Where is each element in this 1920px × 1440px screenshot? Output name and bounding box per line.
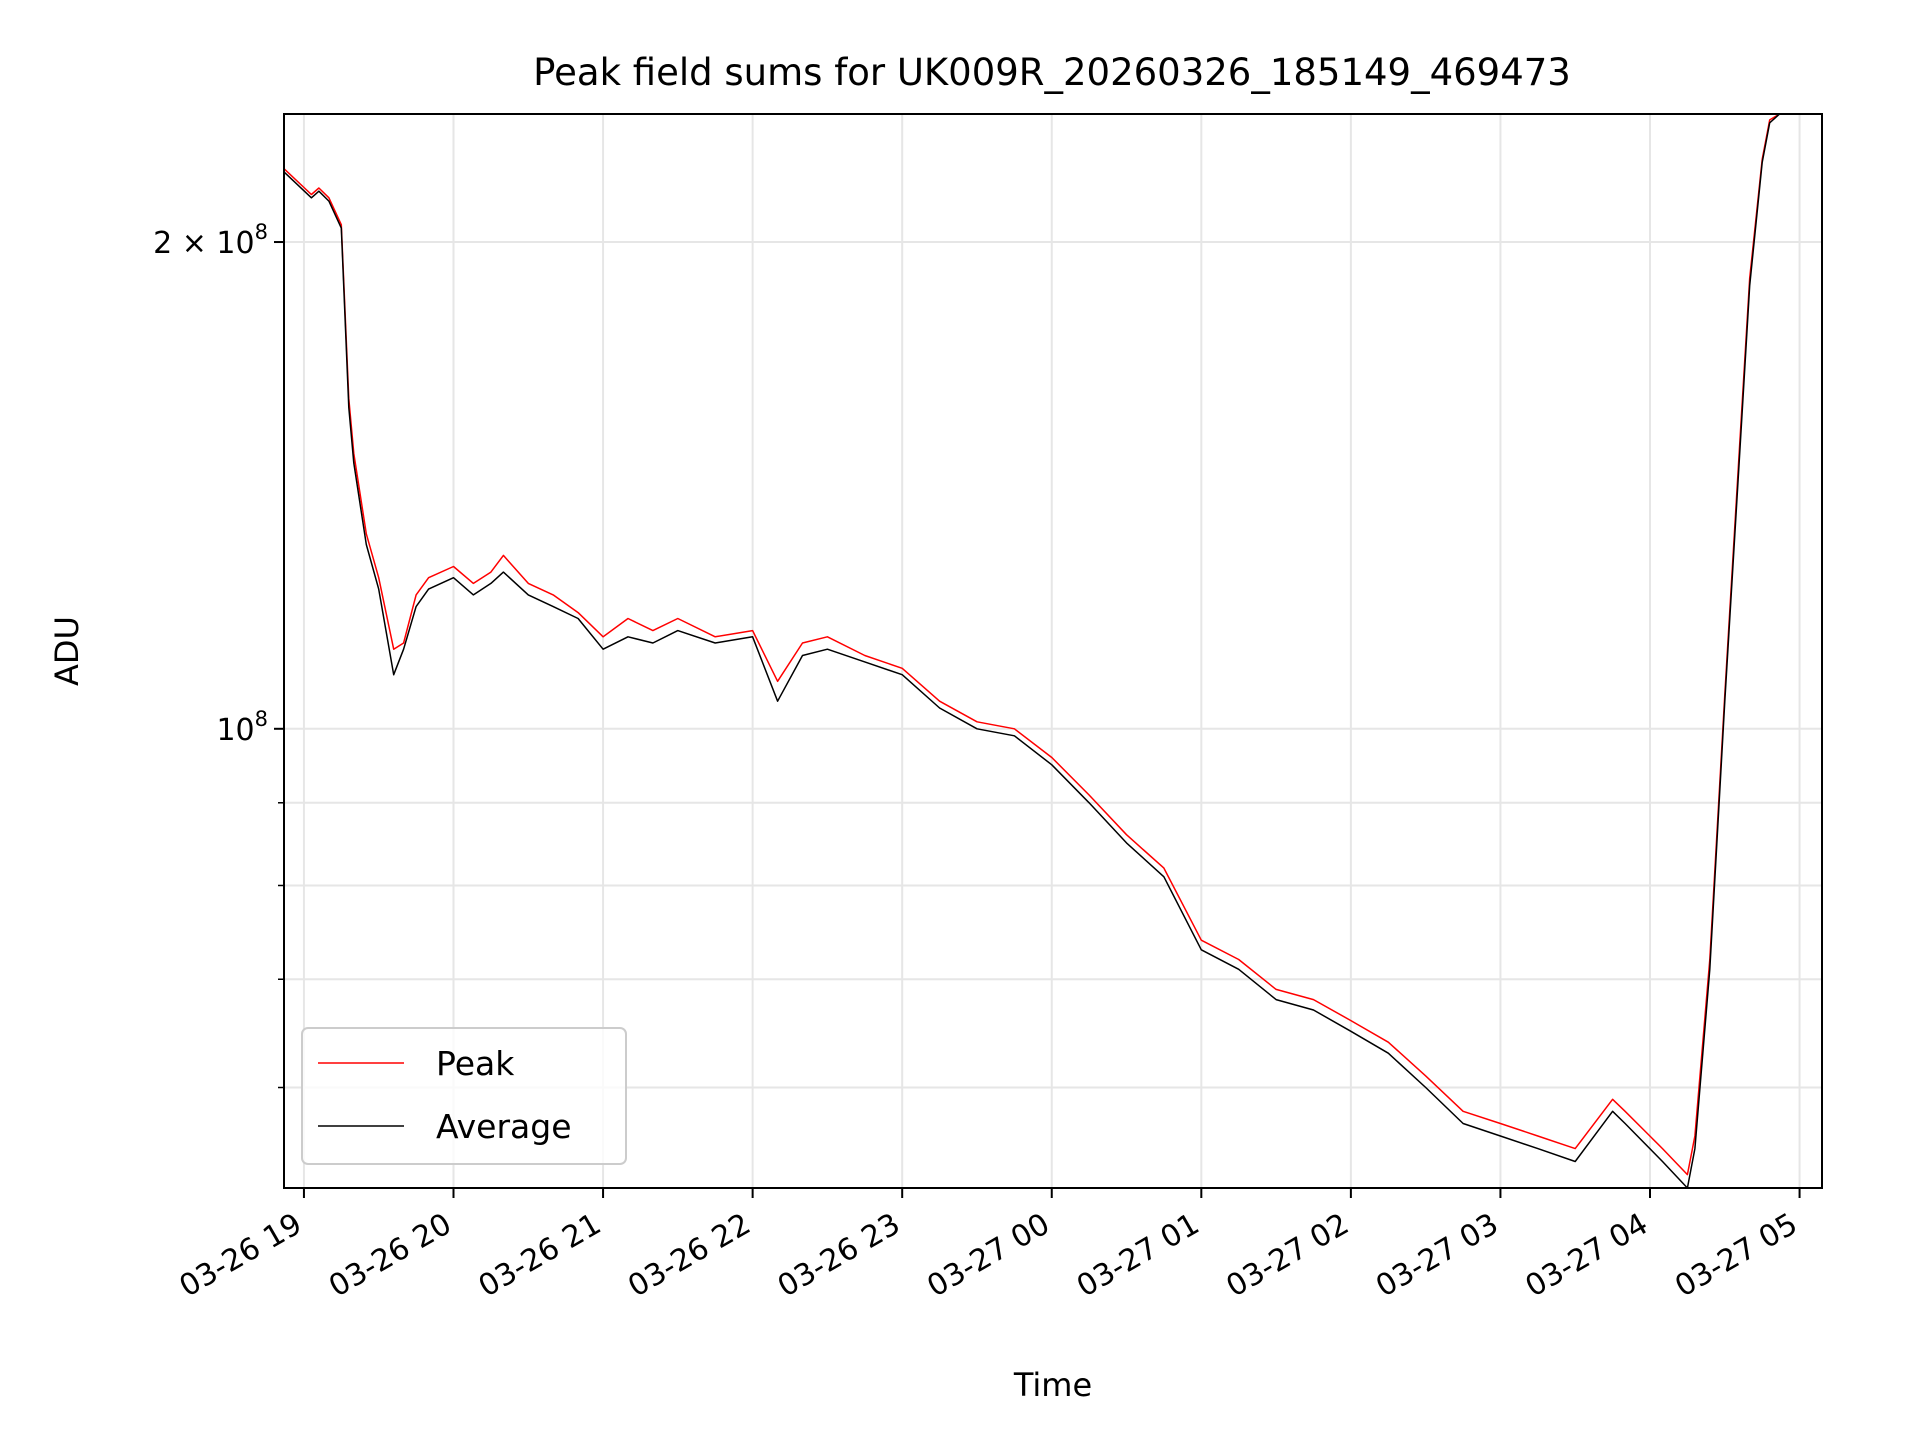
legend-box <box>301 1027 627 1165</box>
legend-peak-label: Peak <box>436 1044 515 1083</box>
x-tick-label: 03-26 19 <box>174 1207 308 1305</box>
y-tick-label-base: 2 × 10 <box>153 226 254 261</box>
x-tick-label: 03-26 21 <box>473 1207 607 1305</box>
y-axis-label: ADU <box>48 616 86 686</box>
x-tick-label: 03-27 05 <box>1669 1207 1803 1305</box>
x-axis: 03-26 19 03-26 20 03-26 21 03-26 22 03-26 23… <box>174 1188 1804 1304</box>
y-tick-label-exponent: 8 <box>255 220 268 244</box>
x-tick-label: 03-27 00 <box>921 1207 1055 1305</box>
y-tick-label-exponent: 8 <box>255 707 268 731</box>
series-line-average <box>283 113 1788 1189</box>
x-tick-label: 03-27 04 <box>1520 1207 1654 1305</box>
x-tick-label: 03-26 22 <box>622 1207 756 1305</box>
series-line-peak <box>283 113 1788 1176</box>
x-axis-label: Time <box>1013 1366 1092 1404</box>
chart-title: Peak field sums for UK009R_20260326_1851… <box>533 51 1571 94</box>
y-tick-label: 2 × 108 <box>153 220 268 261</box>
x-tick-label: 03-27 02 <box>1221 1207 1355 1305</box>
x-tick-label: 03-26 23 <box>772 1207 906 1305</box>
legend-average-label: Average <box>436 1107 572 1146</box>
series-layer <box>283 113 1788 1189</box>
grid <box>284 114 1822 1188</box>
x-tick-label: 03-26 20 <box>323 1207 457 1305</box>
x-tick-label: 03-27 01 <box>1071 1207 1205 1305</box>
x-tick-label: 03-27 03 <box>1370 1207 1504 1305</box>
legend: Peak Average <box>301 1027 627 1165</box>
y-tick-label-base: 10 <box>216 713 254 748</box>
y-tick-label: 108 <box>216 707 268 748</box>
plot-frame <box>283 113 1823 1189</box>
